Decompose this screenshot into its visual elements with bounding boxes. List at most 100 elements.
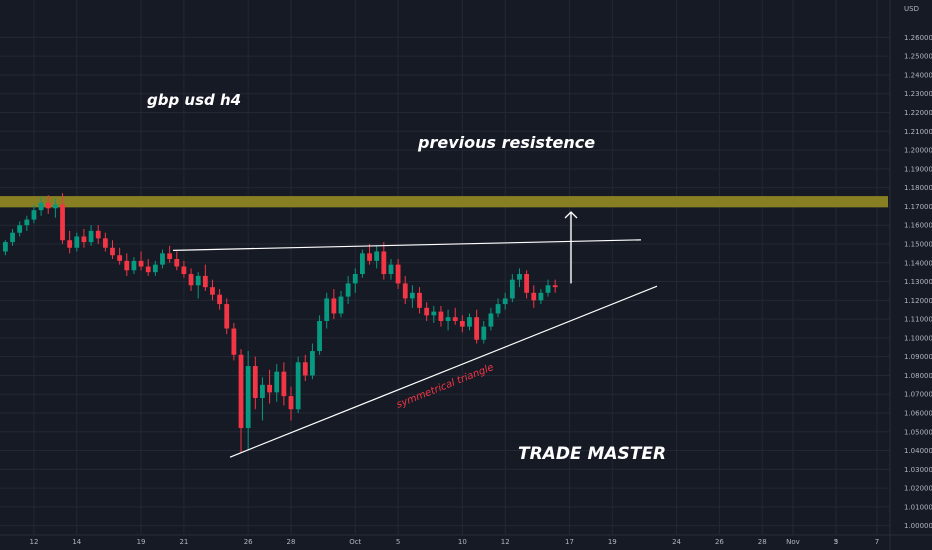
y-tick-label: 1.12000 xyxy=(904,297,932,305)
candle-body xyxy=(210,287,215,295)
candle-body xyxy=(110,247,115,256)
candle-body xyxy=(324,298,330,321)
candle-body xyxy=(31,210,37,220)
candle-body xyxy=(188,274,194,286)
candle-body xyxy=(445,317,451,321)
candle-body xyxy=(52,204,58,209)
candle-body xyxy=(409,292,415,299)
y-tick-label: 1.22000 xyxy=(904,109,932,117)
y-tick-label: 1.24000 xyxy=(904,71,932,79)
y-tick-label: 1.18000 xyxy=(904,184,932,192)
lower-trendline[interactable] xyxy=(229,285,658,458)
y-tick-label: 1.05000 xyxy=(904,428,932,436)
candle-body xyxy=(302,362,308,376)
candle-body xyxy=(88,230,94,243)
candle-body xyxy=(481,326,487,340)
candle-body xyxy=(160,253,165,265)
x-tick-label: 24 xyxy=(672,538,681,546)
candle-body xyxy=(102,238,108,248)
x-tick-label: 21 xyxy=(179,538,188,546)
y-tick-label: 1.26000 xyxy=(904,34,932,42)
y-tick-label: 1.00000 xyxy=(904,522,932,530)
candle-body xyxy=(431,311,437,316)
candle-body xyxy=(438,311,444,321)
candle-body xyxy=(495,304,501,314)
candle-body xyxy=(381,251,387,275)
y-tick-label: 1.16000 xyxy=(904,222,932,230)
x-tick-label: 12 xyxy=(29,538,38,546)
x-tick-label: 5 xyxy=(834,538,838,546)
y-tick-label: 1.03000 xyxy=(904,466,932,474)
candle-body xyxy=(167,253,173,260)
y-tick-label: 1.19000 xyxy=(904,165,932,173)
candle-body xyxy=(367,253,372,261)
candle-body xyxy=(224,304,230,329)
y-tick-label: 1.08000 xyxy=(904,372,932,380)
candle-body xyxy=(509,279,515,299)
candle-body xyxy=(45,202,51,209)
candle-body xyxy=(545,285,551,293)
candle-body xyxy=(531,292,537,301)
x-tick-label: 17 xyxy=(565,538,574,546)
candle-body xyxy=(474,317,480,340)
upper-trendline[interactable] xyxy=(173,239,641,251)
y-tick-label: 1.01000 xyxy=(904,503,932,511)
candle-body xyxy=(281,371,287,397)
chart-title-annotation[interactable]: gbp usd h4 xyxy=(147,91,241,109)
candle-body xyxy=(38,202,44,211)
candle-body xyxy=(260,384,265,398)
candle-body xyxy=(374,251,380,261)
candle-body xyxy=(502,298,508,305)
candle-body xyxy=(95,230,101,239)
candle-body xyxy=(117,255,123,261)
resistance-zone-layer xyxy=(0,196,888,208)
candle-body xyxy=(331,298,337,314)
candle-body xyxy=(317,320,322,352)
candle-body xyxy=(174,259,180,267)
x-tick-label: 3 xyxy=(834,538,838,546)
candle-body xyxy=(245,366,251,429)
candle-body xyxy=(417,292,422,308)
candle-body xyxy=(388,264,394,275)
candle-body xyxy=(288,396,294,410)
x-tick-label: Nov xyxy=(786,538,800,546)
candle-body xyxy=(538,292,544,301)
candle-body xyxy=(352,274,358,284)
candles-layer xyxy=(3,193,558,453)
y-tick-label: 1.10000 xyxy=(904,334,932,342)
candle-body xyxy=(452,317,458,321)
candle-body xyxy=(552,285,558,288)
resistance-zone[interactable] xyxy=(0,196,888,208)
candle-body xyxy=(67,240,73,248)
candle-body xyxy=(252,366,258,398)
y-tick-label: 1.14000 xyxy=(904,259,932,267)
time-axis[interactable]: 12 14 19 21 26 28 Oct 5 10 12 17 19 24 26 28 Nov 35 7 xyxy=(29,538,879,546)
candle-body xyxy=(181,266,187,275)
candle-body xyxy=(10,232,15,243)
x-tick-label: 19 xyxy=(608,538,617,546)
candle-body xyxy=(124,260,130,271)
candle-body xyxy=(295,362,301,410)
candle-body xyxy=(267,384,272,393)
target-arrow-head[interactable] xyxy=(564,211,578,219)
candle-body xyxy=(17,225,23,233)
y-tick-label: 1.06000 xyxy=(904,410,932,418)
candle-body xyxy=(488,313,494,327)
candle-body xyxy=(424,307,430,316)
x-tick-label: 28 xyxy=(287,538,296,546)
candle-body xyxy=(60,204,65,241)
y-tick-label: 1.23000 xyxy=(904,90,932,98)
price-axis[interactable]: 1.26000 1.25000 1.24000 1.23000 1.22000 1.210… xyxy=(904,34,932,530)
candle-body xyxy=(3,242,8,252)
candle-body xyxy=(338,296,344,314)
candle-body xyxy=(81,236,87,243)
candle-body xyxy=(402,283,408,299)
y-tick-label: 1.17000 xyxy=(904,203,932,211)
y-axis-unit: USD xyxy=(904,5,919,13)
y-tick-label: 1.02000 xyxy=(904,485,932,493)
brand-annotation[interactable]: TRADE MASTER xyxy=(518,444,666,464)
resistance-annotation[interactable]: previous resistence xyxy=(417,133,595,152)
pattern-annotation[interactable]: symmetrical triangle xyxy=(395,362,495,411)
